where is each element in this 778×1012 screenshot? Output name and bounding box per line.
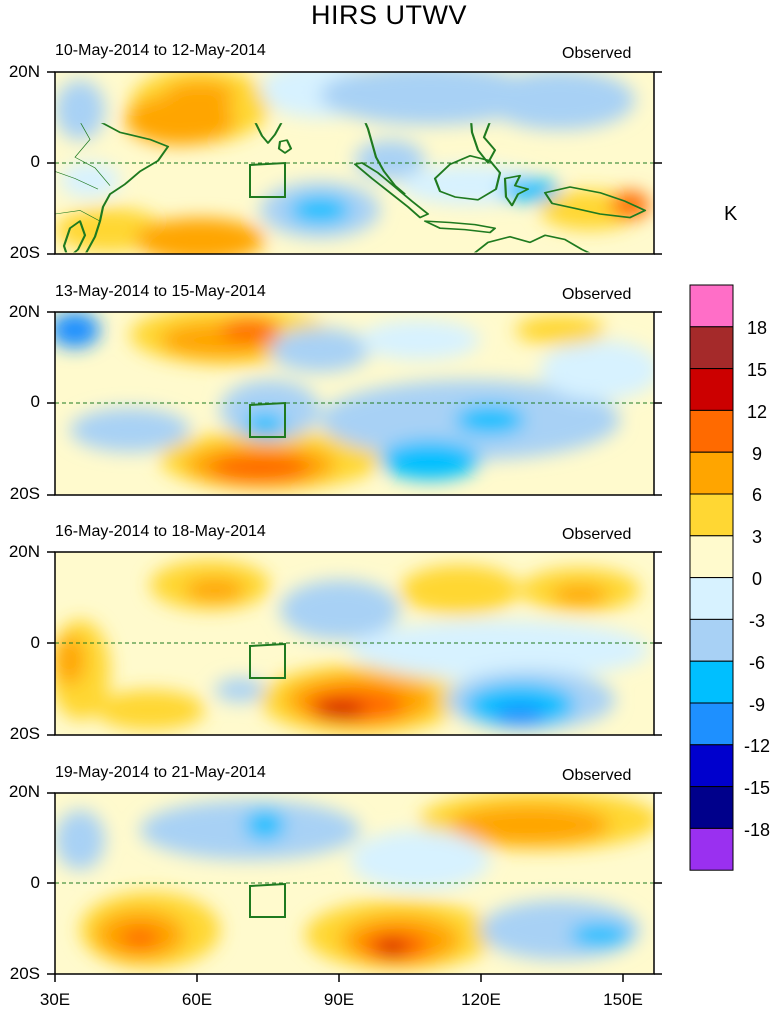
p2-lat-20s: 20S [9,484,40,503]
p1-lat-20s: 20S [9,243,40,262]
colorbar-label-9: 9 [751,444,762,464]
colorbar-units: K [724,203,738,225]
p2-lat-20n: 20N [8,302,40,321]
panel-1-period: 10-May-2014 to 12-May-2014 [55,42,266,59]
panel-1-map [54,71,655,255]
colorbar-box-1 [689,326,734,370]
colorbar-label-12: 12 [746,402,768,422]
panel-4-map [54,792,655,975]
panel-3-map [54,551,655,736]
axis-ticks [47,71,662,982]
colorbar-label-6: 6 [751,485,762,505]
p3-lat-20n: 20N [8,542,40,561]
panel-4-period: 19-May-2014 to 21-May-2014 [55,764,266,781]
colorbar-box-8 [689,618,734,662]
lon-30e: 30E [39,990,71,1009]
colorbar-label-neg6: -6 [748,653,765,673]
colorbar-box-0 [689,284,734,328]
p1-lat-20n: 20N [8,62,40,81]
colorbar [689,284,734,871]
colorbar-label-3: 3 [751,527,762,547]
colorbar-label-neg12: -12 [743,736,770,756]
p3-lat-20s: 20S [9,724,40,743]
p4-lat-20n: 20N [8,782,40,801]
lon-120e: 120E [461,990,501,1009]
colorbar-box-11 [689,744,734,788]
lon-60e: 60E [181,990,213,1009]
colorbar-box-6 [689,535,734,579]
colorbar-box-4 [689,451,734,495]
colorbar-box-10 [689,702,734,746]
p4-lat-0: 0 [30,873,40,892]
colorbar-label-neg18: -18 [743,820,770,840]
colorbar-label-15: 15 [746,360,768,380]
colorbar-label-18: 18 [746,318,768,338]
figure-title: HIRS UTWV [311,0,467,30]
p1-lat-0: 0 [30,152,40,171]
panel-2-observed-label: Observed [562,286,632,303]
colorbar-box-12 [689,786,734,829]
panel-1-observed-label: Observed [562,45,632,62]
colorbar-label-neg15: -15 [743,778,770,798]
panel-3-period: 16-May-2014 to 18-May-2014 [55,523,266,540]
panel-2-map [54,311,655,496]
lon-150e: 150E [603,990,643,1009]
colorbar-label-0: 0 [751,569,762,589]
p3-lat-0: 0 [30,633,40,652]
p4-lat-20s: 20S [9,964,40,983]
colorbar-box-2 [689,368,734,411]
colorbar-box-5 [689,493,734,537]
colorbar-box-9 [689,660,734,704]
colorbar-box-13 [689,827,734,871]
panel-2-period: 13-May-2014 to 15-May-2014 [55,283,266,300]
panel-3-observed-label: Observed [562,526,632,543]
p2-lat-0: 0 [30,392,40,411]
colorbar-box-7 [689,577,734,620]
panel-4-observed-label: Observed [562,767,632,784]
lon-90e: 90E [323,990,355,1009]
colorbar-label-neg3: -3 [748,611,765,631]
colorbar-box-3 [689,409,734,453]
colorbar-label-neg9: -9 [748,695,765,715]
